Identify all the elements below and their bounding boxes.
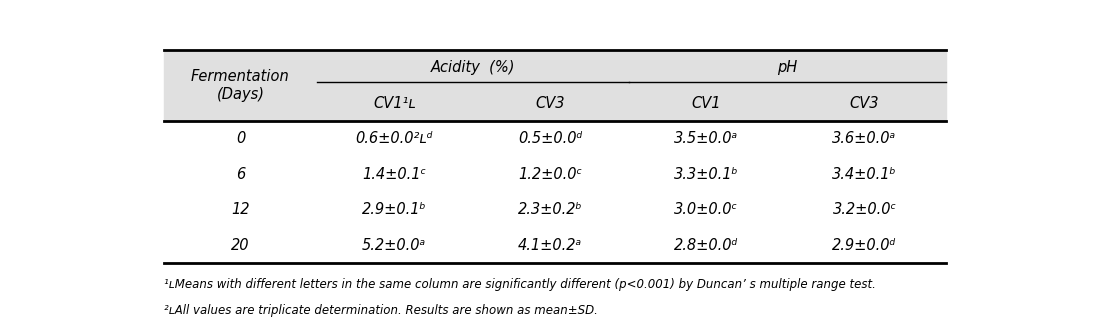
Text: 2.9±0.1ᵇ: 2.9±0.1ᵇ	[362, 202, 427, 217]
Text: CV1: CV1	[692, 96, 721, 111]
Text: 1.4±0.1ᶜ: 1.4±0.1ᶜ	[363, 167, 426, 182]
Text: 12: 12	[232, 202, 249, 217]
Text: 3.5±0.0ᵃ: 3.5±0.0ᵃ	[674, 131, 739, 146]
Text: 2.3±0.2ᵇ: 2.3±0.2ᵇ	[518, 202, 582, 217]
Text: 3.3±0.1ᵇ: 3.3±0.1ᵇ	[674, 167, 739, 182]
Text: 6: 6	[236, 167, 245, 182]
Text: 5.2±0.0ᵃ: 5.2±0.0ᵃ	[362, 238, 427, 253]
Text: 4.1±0.2ᵃ: 4.1±0.2ᵃ	[518, 238, 582, 253]
Text: 3.6±0.0ᵃ: 3.6±0.0ᵃ	[833, 131, 897, 146]
Text: 0: 0	[236, 131, 245, 146]
Text: 2.9±0.0ᵈ: 2.9±0.0ᵈ	[833, 238, 897, 253]
Text: 1.2±0.0ᶜ: 1.2±0.0ᶜ	[518, 167, 582, 182]
Text: 3.0±0.0ᶜ: 3.0±0.0ᶜ	[674, 202, 738, 217]
Text: CV3: CV3	[536, 96, 565, 111]
Text: CV3: CV3	[849, 96, 879, 111]
Text: 3.4±0.1ᵇ: 3.4±0.1ᵇ	[832, 167, 897, 182]
Text: Acidity  (%): Acidity (%)	[431, 60, 515, 75]
Text: 3.2±0.0ᶜ: 3.2±0.0ᶜ	[833, 202, 897, 217]
Bar	[163, 50, 945, 121]
Text: ¹ʟMeans with different letters in the same column are significantly different (p: ¹ʟMeans with different letters in the sa…	[163, 279, 876, 291]
Text: pH: pH	[778, 60, 797, 75]
Text: Fermentation
(Days): Fermentation (Days)	[191, 69, 290, 102]
Text: CV1¹ʟ: CV1¹ʟ	[373, 96, 416, 111]
Text: 20: 20	[232, 238, 249, 253]
Text: 0.6±0.0²ʟᵈ: 0.6±0.0²ʟᵈ	[355, 131, 433, 146]
Text: ²ʟAll values are triplicate determination. Results are shown as mean±SD.: ²ʟAll values are triplicate determinatio…	[163, 304, 598, 317]
Text: 0.5±0.0ᵈ: 0.5±0.0ᵈ	[518, 131, 582, 146]
Text: 2.8±0.0ᵈ: 2.8±0.0ᵈ	[674, 238, 739, 253]
